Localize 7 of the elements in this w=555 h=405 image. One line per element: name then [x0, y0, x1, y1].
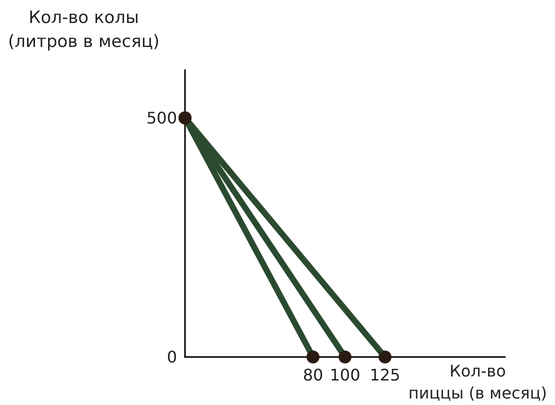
- x-tick-label: 80: [302, 366, 324, 384]
- y-tick-label: 0: [166, 348, 177, 366]
- y-axis-title: Кол-во колы (литров в месяц): [8, 8, 160, 52]
- y-tick-label: 500: [146, 108, 177, 128]
- x-tick-label: 125: [370, 366, 400, 384]
- x-axis-title: Кол-во пиццы (в месяц): [408, 362, 548, 402]
- x-tick-label: 100: [330, 366, 360, 384]
